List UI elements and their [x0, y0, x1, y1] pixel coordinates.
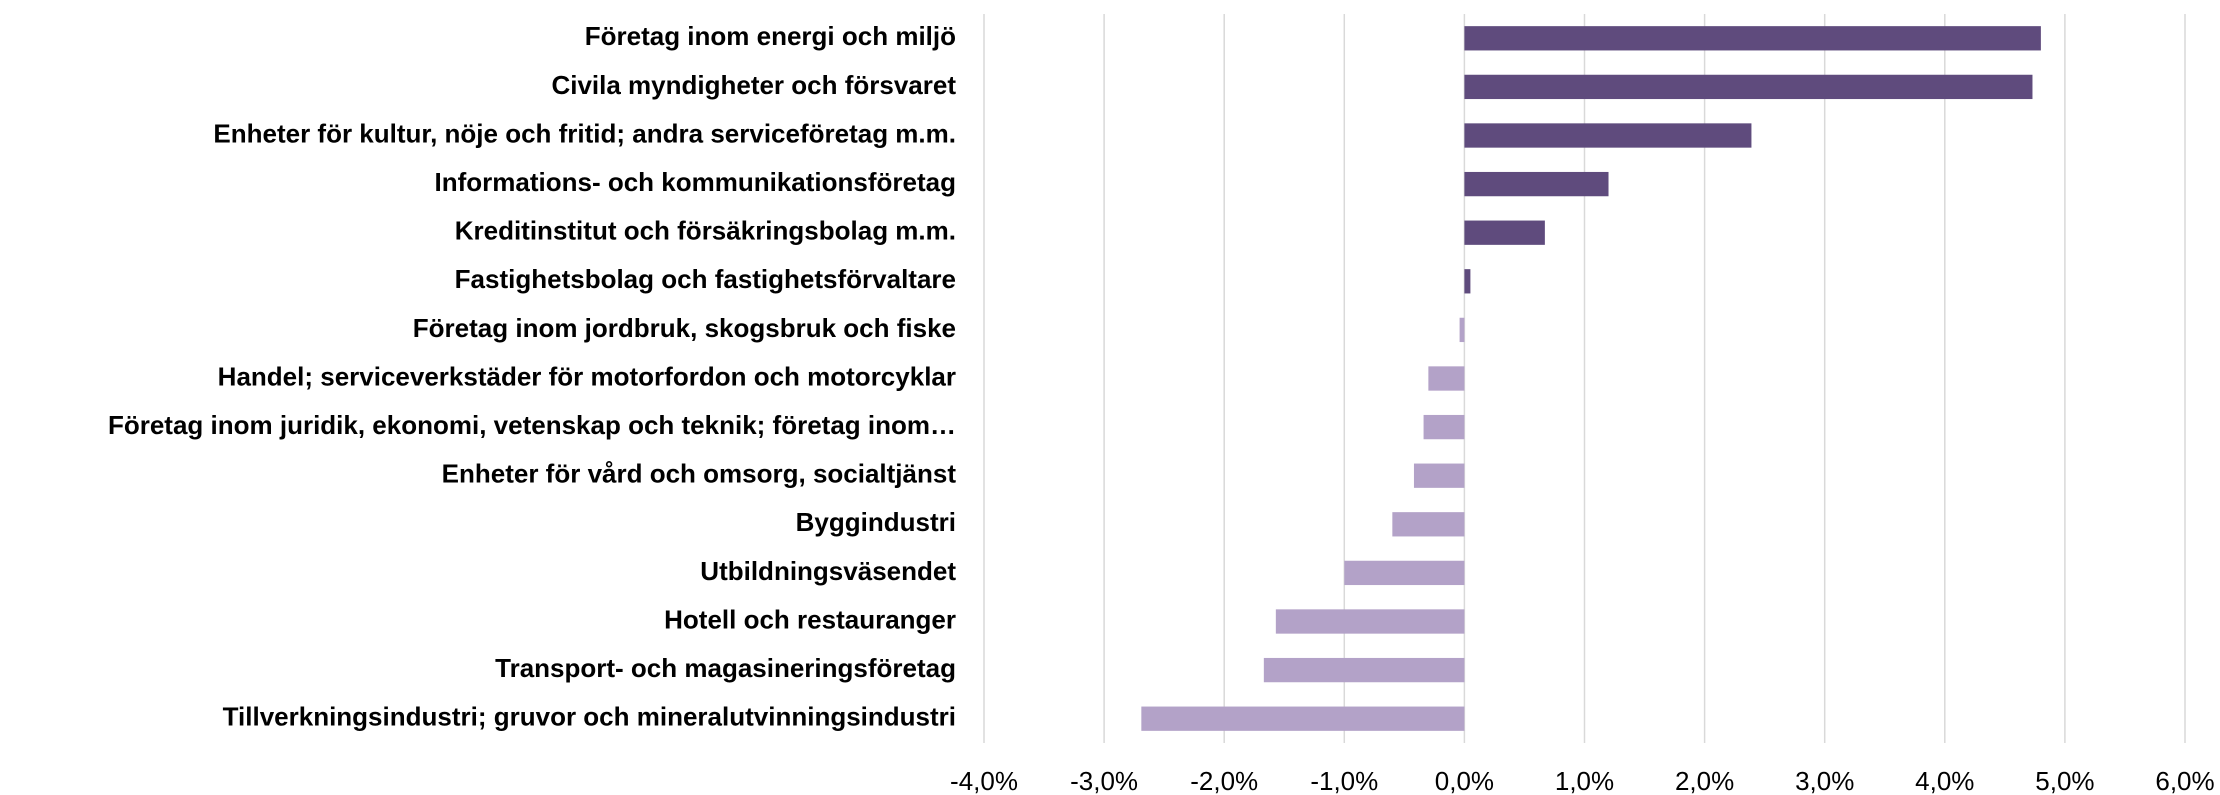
y-tick-label: Handel; serviceverkstäder för motorfordo…	[218, 361, 956, 391]
x-tick-label: 4,0%	[1915, 766, 1974, 795]
bar	[1459, 317, 1465, 343]
y-tick-label: Enheter för kultur, nöje och fritid; and…	[213, 118, 956, 148]
bar	[1413, 463, 1465, 488]
y-tick-label: Hotell och restauranger	[664, 604, 956, 634]
bar	[1428, 366, 1465, 391]
x-tick-label: 2,0%	[1675, 766, 1734, 795]
y-tick-label: Enheter för vård och omsorg, socialtjäns…	[442, 459, 957, 489]
bar	[1423, 414, 1465, 440]
y-tick-label: Företag inom juridik, ekonomi, vetenskap…	[108, 410, 956, 440]
x-tick-label: -3,0%	[1070, 766, 1138, 795]
x-tick-label: -2,0%	[1190, 766, 1258, 795]
y-tick-label: Kreditinstitut och försäkringsbolag m.m.	[455, 216, 956, 246]
bar	[1344, 560, 1465, 586]
bar	[1392, 512, 1465, 537]
y-tick-label: Företag inom energi och miljö	[585, 21, 956, 51]
x-tick-label: -1,0%	[1310, 766, 1378, 795]
y-tick-label: Civila myndigheter och försvaret	[551, 70, 956, 100]
x-tick-label: -4,0%	[950, 766, 1018, 795]
bar	[1464, 269, 1471, 294]
bar	[1464, 26, 2041, 51]
y-tick-label: Företag inom jordbruk, skogsbruk och fis…	[413, 313, 956, 343]
bar	[1275, 609, 1465, 634]
bar	[1464, 220, 1545, 245]
y-tick-label: Informations- och kommunikationsföretag	[435, 167, 957, 197]
bar	[1464, 74, 2033, 100]
x-tick-label: 6,0%	[2155, 766, 2214, 795]
y-tick-label: Utbildningsväsendet	[700, 556, 956, 586]
y-tick-label: Tillverkningsindustri; gruvor och minera…	[223, 702, 956, 732]
y-tick-label: Transport- och magasineringsföretag	[495, 653, 956, 683]
x-tick-label: 3,0%	[1795, 766, 1854, 795]
bar	[1263, 657, 1465, 683]
y-tick-label: Fastighetsbolag och fastighetsförvaltare	[455, 264, 956, 294]
bar	[1464, 171, 1609, 197]
x-tick-label: 1,0%	[1555, 766, 1614, 795]
bar	[1141, 706, 1465, 731]
y-tick-label: Byggindustri	[796, 507, 956, 537]
x-tick-label: 0,0%	[1435, 766, 1494, 795]
x-tick-label: 5,0%	[2035, 766, 2094, 795]
bar	[1464, 123, 1752, 148]
